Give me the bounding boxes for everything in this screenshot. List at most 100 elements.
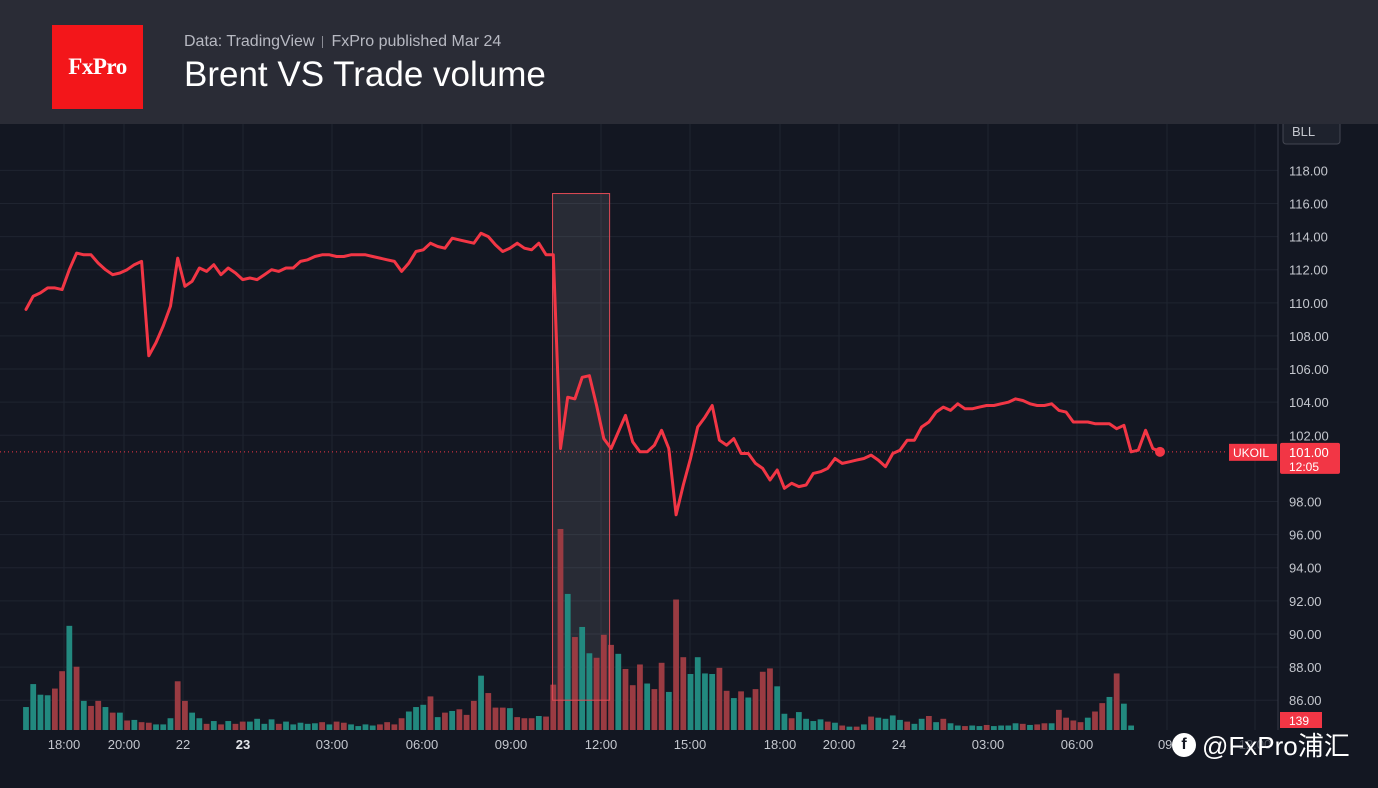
volume-bar	[182, 700, 188, 730]
price-tick-label: 98.00	[1289, 495, 1322, 510]
watermark: f @FxPro浦汇	[1172, 726, 1350, 763]
volume-bar	[904, 721, 911, 730]
volume-bar	[268, 719, 275, 730]
volume-bar	[290, 724, 297, 730]
separator	[322, 35, 324, 48]
volume-bar	[781, 713, 788, 730]
volume-bar	[586, 653, 593, 730]
scale-button[interactable]: BLL	[1282, 124, 1341, 145]
time-tick-label: 06:00	[406, 737, 439, 752]
volume-bar	[860, 724, 867, 730]
volume-badge	[1280, 712, 1322, 728]
social-icon: f	[1172, 732, 1196, 757]
price-tick-label: 88.00	[1289, 660, 1322, 675]
volume-bar	[456, 709, 463, 730]
volume-bar	[716, 667, 723, 730]
price-badge	[1280, 442, 1340, 474]
volume-bar	[254, 718, 261, 730]
volume-bar	[218, 724, 224, 730]
volume-bar	[124, 720, 131, 730]
volume-bar	[1048, 723, 1055, 730]
volume-bar	[1120, 703, 1127, 730]
volume-bar	[615, 653, 622, 730]
volume-bar	[543, 716, 549, 730]
volume-bar	[752, 689, 759, 730]
volume-bar	[976, 726, 983, 730]
volume-bar	[145, 722, 152, 730]
volume-bar	[102, 707, 109, 730]
fxpro-logo[interactable]: FxPro	[52, 25, 143, 109]
price-axis[interactable]: 118.00 116.00 114.00 112.00 110.00 108.00 106.…	[1289, 163, 1329, 708]
volume-bar	[622, 668, 629, 730]
volume-bar	[759, 671, 766, 730]
volume-bar	[23, 707, 29, 730]
price-tick-label: 112.00	[1289, 263, 1328, 278]
volume-bar	[203, 723, 210, 730]
time-tick-label: 03:00	[316, 737, 349, 752]
published-info: FxPro published Mar 24	[331, 33, 502, 50]
volume-bar	[66, 625, 73, 730]
volume-bar	[1005, 725, 1012, 730]
volume-bar	[312, 723, 318, 730]
volume-bar	[665, 691, 672, 730]
volume-bar	[730, 698, 737, 730]
price-tick-label: 108.00	[1289, 329, 1329, 344]
volume-bar	[1099, 703, 1106, 730]
price-tick-label: 96.00	[1289, 528, 1322, 543]
volume-bar	[557, 528, 564, 730]
volume-bar	[73, 666, 80, 730]
volume-bar	[1106, 696, 1113, 730]
volume-bar	[564, 593, 571, 730]
volume-bar	[629, 685, 636, 730]
volume-bar	[405, 711, 412, 730]
price-tick-label: 102.00	[1289, 428, 1329, 443]
price-series	[24, 231, 1165, 517]
volume-bar	[889, 715, 896, 730]
symbol-label: UKOIL	[1233, 446, 1269, 460]
volume-bar	[875, 717, 882, 730]
volume-bar	[998, 725, 1004, 730]
volume-bar	[492, 707, 499, 730]
volume-bar	[427, 696, 434, 730]
volume-bar	[969, 725, 976, 730]
volume-bar	[853, 726, 860, 730]
volume-bar	[297, 722, 304, 730]
volume-bar	[572, 637, 578, 730]
volume-bar	[608, 644, 614, 730]
volume-bar	[694, 657, 701, 730]
volume-bar	[362, 724, 369, 730]
volume-bar	[225, 721, 232, 730]
volume-bar	[1128, 725, 1134, 730]
volume-bar	[925, 716, 932, 730]
last-price-dot	[1155, 446, 1165, 457]
time-tick-label: 09:00	[495, 737, 528, 752]
time-tick-label: 12:00	[1239, 737, 1272, 752]
volume-bar	[196, 718, 203, 730]
volume-bar	[153, 724, 159, 730]
volume-bar	[30, 684, 37, 730]
volume-bar	[283, 721, 289, 730]
volume-bar	[239, 721, 246, 730]
price-tick-label: 90.00	[1289, 627, 1322, 642]
volume-bar	[391, 724, 398, 730]
volume-bar	[377, 724, 383, 730]
volume-bar	[593, 657, 600, 730]
volume-bar	[44, 695, 51, 730]
volume-bar	[528, 718, 535, 730]
volume-bar	[846, 726, 853, 730]
volume-bar	[131, 719, 138, 730]
price-volume-chart[interactable]: 118.00 116.00 114.00 112.00 110.00 108.00 106.…	[0, 124, 1378, 788]
volume-bar	[658, 662, 665, 730]
volume-bar	[59, 671, 66, 730]
time-axis[interactable]: 18:00 20:00 22 23 03:00 06:00 09:00 12:00 15:00 1…	[48, 737, 1272, 752]
time-tick-label: 03:00	[972, 737, 1005, 752]
volume-bar	[117, 712, 123, 730]
volume-bar	[680, 657, 687, 730]
price-tick-label: 86.00	[1289, 693, 1322, 708]
volume-bar	[247, 721, 253, 730]
time-tick-label: 24	[892, 737, 906, 752]
volume-bar	[434, 717, 441, 730]
volume-last-value: 139	[1289, 714, 1309, 728]
volume-bar	[478, 675, 484, 730]
volume-bar	[918, 718, 925, 730]
